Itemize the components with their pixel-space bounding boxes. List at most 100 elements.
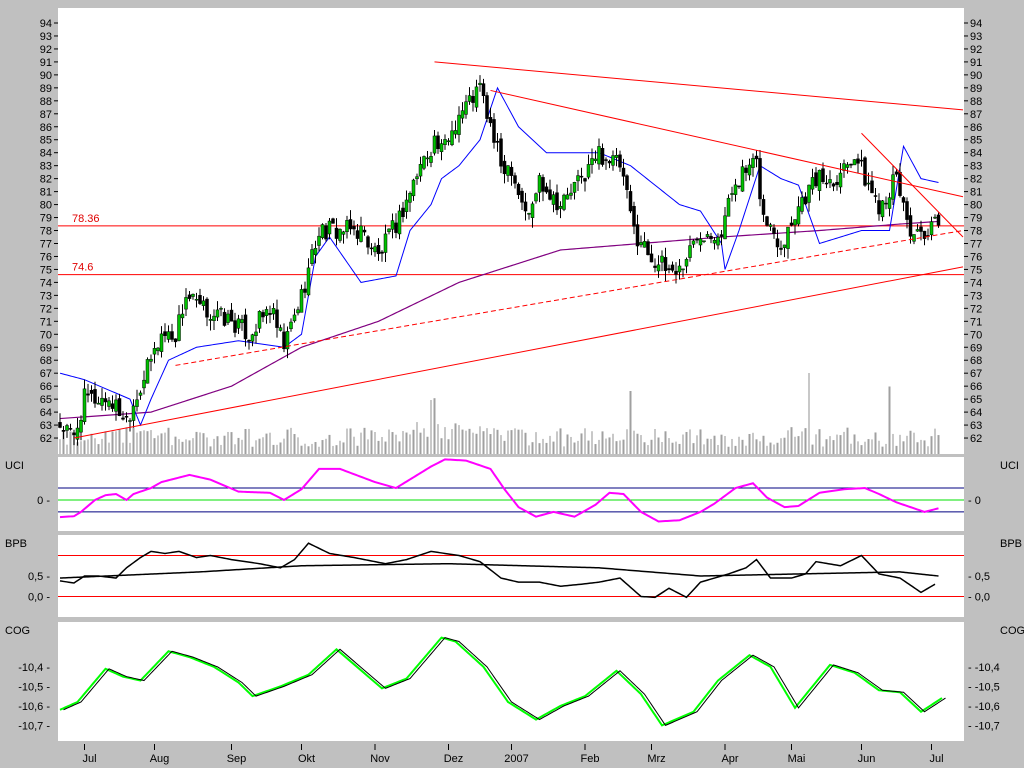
volume-bar xyxy=(185,439,187,454)
volume-bar xyxy=(864,441,866,454)
volume-bar xyxy=(514,428,516,454)
candle-up xyxy=(562,194,566,210)
volume-bar xyxy=(251,446,254,454)
volume-bar xyxy=(164,432,166,454)
candle-up xyxy=(341,231,346,235)
candle-up xyxy=(131,405,136,421)
candle-up xyxy=(593,158,598,161)
candle-up xyxy=(145,359,150,384)
volume-bar xyxy=(916,442,919,454)
volume-bar xyxy=(171,445,173,454)
y-tick-label-right: 73 xyxy=(970,290,982,302)
volume-bar xyxy=(332,445,334,454)
candle-up xyxy=(184,297,188,310)
volume-bar xyxy=(640,435,642,454)
candle-up xyxy=(278,327,283,331)
volume-bar xyxy=(871,439,873,454)
volume-bar xyxy=(419,432,422,454)
volume-bar xyxy=(500,435,502,454)
volume-bar xyxy=(741,439,744,454)
volume-bar xyxy=(234,444,236,454)
candle-down xyxy=(380,251,384,254)
horizontal-level-label: 74.6 xyxy=(72,262,93,274)
volume-bar xyxy=(836,434,838,454)
y-tick-label-right: 69 xyxy=(970,342,982,354)
candle-up xyxy=(817,169,822,191)
candle-up xyxy=(152,348,157,355)
candle-up xyxy=(866,182,871,185)
volume-bar xyxy=(328,434,331,454)
volume-bar xyxy=(601,431,604,454)
volume-bar xyxy=(482,431,485,454)
candle-down xyxy=(803,196,808,205)
candle-down xyxy=(674,270,678,275)
candle-up xyxy=(586,164,591,178)
candle-down xyxy=(205,298,209,318)
y-tick-label-left: 63 xyxy=(40,420,52,432)
candle-up xyxy=(852,159,857,166)
volume-bar xyxy=(895,445,898,454)
cog-trigger-line xyxy=(63,637,946,727)
y-tick-label-left: 80 xyxy=(40,200,52,212)
y-tick-label-left: 75 xyxy=(40,264,52,276)
y-tick-label-right: 87 xyxy=(970,109,982,121)
candle-down xyxy=(905,201,909,220)
candle-down xyxy=(352,226,356,230)
candle-up xyxy=(597,146,601,165)
candle-up xyxy=(551,194,556,205)
volume-bar xyxy=(87,439,89,454)
candle-up xyxy=(208,319,213,321)
candle-down xyxy=(555,192,559,211)
volume-bar xyxy=(846,427,849,454)
candle-down xyxy=(884,202,888,205)
candle-up xyxy=(201,300,206,306)
volume-bar xyxy=(710,438,712,454)
candle-up xyxy=(845,164,850,168)
volume-bar xyxy=(671,442,674,454)
volume-bar xyxy=(902,441,905,454)
volume-bar xyxy=(153,438,156,454)
volume-bar xyxy=(692,443,695,454)
volume-bar xyxy=(622,439,625,454)
candle-up xyxy=(506,165,510,176)
y-tick-label-left: 72 xyxy=(40,303,52,315)
candle-up xyxy=(611,155,615,166)
volume-bar xyxy=(178,439,180,454)
candle-up xyxy=(782,244,787,248)
x-tick-label: Okt xyxy=(298,753,315,765)
volume-bar xyxy=(738,436,740,454)
candle-up xyxy=(474,86,479,108)
candle-down xyxy=(376,244,381,255)
y-tick-label-left: 77 xyxy=(40,238,52,250)
candle-down xyxy=(275,309,279,328)
volume-bar xyxy=(472,432,474,454)
candle-up xyxy=(390,220,395,230)
y-tick-label-right: 82 xyxy=(970,174,982,186)
volume-bar xyxy=(552,441,555,454)
volume-bar xyxy=(566,434,569,454)
candle-up xyxy=(443,139,447,145)
y-tick-label-right: 91 xyxy=(970,57,982,69)
volume-bar xyxy=(444,427,446,454)
bpb-panel xyxy=(58,535,964,617)
volume-bar xyxy=(584,428,586,454)
candle-down xyxy=(282,331,286,350)
volume-bar xyxy=(605,438,607,454)
candle-up xyxy=(345,220,349,232)
volume-bar xyxy=(62,430,65,454)
volume-bar xyxy=(97,444,100,454)
candle-up xyxy=(786,226,790,249)
volume-bar xyxy=(167,427,170,454)
candle-up xyxy=(688,245,692,258)
y-tick-label-right: 72 xyxy=(970,303,982,315)
volume-bar xyxy=(549,435,551,454)
candle-up xyxy=(327,220,332,235)
y-tick-label-right: 88 xyxy=(970,96,982,108)
candle-up xyxy=(933,216,937,219)
candle-down xyxy=(261,312,265,318)
volume-bar xyxy=(699,429,702,454)
candle-up xyxy=(142,379,146,389)
volume-bar xyxy=(531,442,534,454)
volume-bar xyxy=(416,422,418,454)
candle-down xyxy=(779,247,783,250)
